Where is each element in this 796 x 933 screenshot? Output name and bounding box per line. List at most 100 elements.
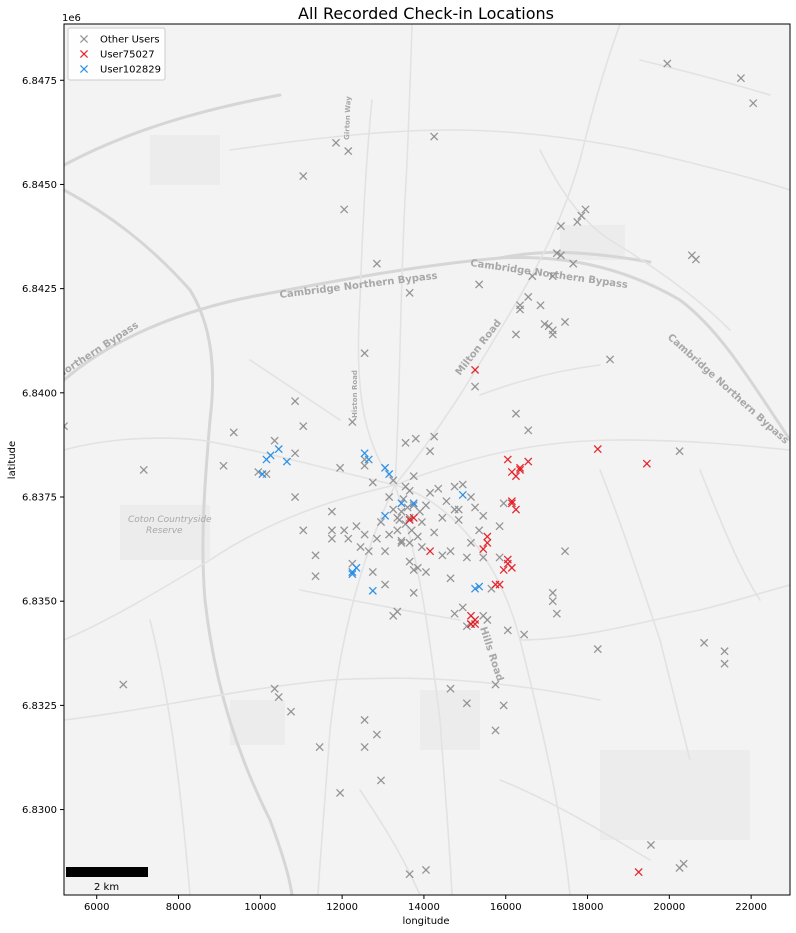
- point-other-users: [446, 684, 455, 693]
- point-other-users: [397, 507, 406, 516]
- point-other-users: [430, 528, 439, 537]
- point-other-users: [573, 217, 582, 227]
- point-other-users: [483, 615, 492, 625]
- point-other-users: [344, 147, 353, 156]
- point-other-users: [413, 532, 422, 541]
- point-other-users: [360, 461, 369, 470]
- point-other-users: [556, 222, 566, 231]
- point-other-users: [466, 492, 476, 502]
- point-other-users: [749, 99, 758, 108]
- point-other-users: [409, 565, 418, 574]
- point-other-users: [479, 553, 488, 562]
- point-other-users: [536, 301, 545, 310]
- point-user102829: [475, 582, 484, 591]
- point-user75027: [499, 565, 508, 574]
- point-other-users: [495, 553, 504, 562]
- point-other-users: [327, 526, 336, 535]
- point-other-users: [511, 330, 521, 339]
- point-user75027: [479, 545, 488, 554]
- y-tick-label: 6.8425: [22, 284, 57, 295]
- point-other-users: [560, 547, 570, 556]
- point-user75027: [642, 459, 651, 468]
- point-other-users: [548, 272, 557, 281]
- point-user102829: [397, 499, 406, 508]
- point-other-users: [327, 507, 336, 516]
- point-other-users: [403, 503, 412, 512]
- y-tick-label: 6.8300: [22, 805, 57, 816]
- point-other-users: [344, 534, 353, 543]
- point-user75027: [426, 547, 435, 556]
- point-user75027: [515, 463, 525, 472]
- point-other-users: [605, 355, 615, 364]
- point-other-users: [442, 497, 451, 506]
- point-other-users: [405, 486, 414, 495]
- point-other-users: [528, 272, 537, 281]
- point-other-users: [430, 432, 439, 441]
- map-label-girton-way: Girton Way: [343, 96, 353, 140]
- chart-title: All Recorded Check-in Locations: [298, 4, 554, 23]
- point-other-users: [470, 503, 480, 512]
- basemap: Cambridge Northern Bypass Cambridge Nort…: [64, 24, 790, 895]
- point-other-users: [356, 542, 365, 552]
- point-other-users: [491, 680, 500, 689]
- y-axis-label: latitude: [7, 441, 18, 479]
- point-other-users: [421, 501, 431, 510]
- point-other-users: [646, 840, 655, 850]
- point-other-users: [385, 492, 394, 502]
- point-other-users: [219, 461, 228, 470]
- point-user75027: [503, 455, 512, 464]
- point-other-users: [372, 730, 381, 739]
- point-user102829: [364, 455, 373, 464]
- point-other-users: [540, 319, 549, 329]
- point-other-users: [364, 547, 373, 556]
- x-tick-label: 14000: [408, 902, 440, 913]
- legend-marker-other-users: [79, 34, 89, 44]
- point-other-users: [254, 467, 263, 477]
- point-other-users: [360, 742, 369, 752]
- point-other-users: [368, 478, 377, 487]
- point-user102829: [258, 470, 267, 479]
- point-other-users: [430, 132, 439, 141]
- point-other-users: [376, 776, 386, 785]
- point-other-users: [409, 472, 418, 481]
- point-other-users: [491, 726, 500, 735]
- point-other-users: [458, 603, 467, 612]
- point-other-users: [499, 701, 508, 710]
- point-other-users: [405, 557, 414, 566]
- point-other-users: [331, 138, 341, 147]
- point-other-users: [376, 517, 386, 527]
- point-other-users: [360, 349, 369, 358]
- point-other-users: [679, 859, 688, 868]
- point-other-users: [520, 630, 529, 639]
- point-other-users: [552, 609, 561, 618]
- point-user102829: [348, 570, 357, 579]
- y-tick-label: 6.8400: [22, 388, 57, 399]
- point-other-users: [397, 538, 406, 547]
- point-other-users: [299, 422, 308, 431]
- point-other-users: [560, 317, 570, 327]
- point-other-users: [700, 638, 709, 647]
- x-tick-label: 22000: [735, 902, 767, 913]
- point-other-users: [475, 526, 484, 535]
- x-tick-label: 10000: [244, 902, 276, 913]
- point-other-users: [462, 553, 471, 562]
- y-tick-label: 6.8450: [22, 180, 57, 191]
- point-other-users: [385, 530, 394, 539]
- point-other-users: [462, 622, 471, 631]
- point-other-users: [229, 428, 238, 437]
- point-user75027: [507, 563, 516, 572]
- x-tick-label: 20000: [653, 902, 685, 913]
- plot-frame: [63, 23, 791, 896]
- point-other-users: [548, 330, 557, 339]
- point-user75027: [495, 580, 504, 589]
- point-other-users: [393, 526, 402, 535]
- point-other-users: [411, 434, 420, 443]
- point-other-users: [389, 476, 398, 485]
- point-other-users: [421, 567, 431, 577]
- legend-marker-user75027: [79, 49, 89, 59]
- series-user102829: [258, 445, 484, 595]
- point-other-users: [426, 488, 435, 497]
- data-markers: [64, 59, 758, 879]
- point-other-users: [119, 680, 128, 689]
- point-other-users: [397, 536, 406, 545]
